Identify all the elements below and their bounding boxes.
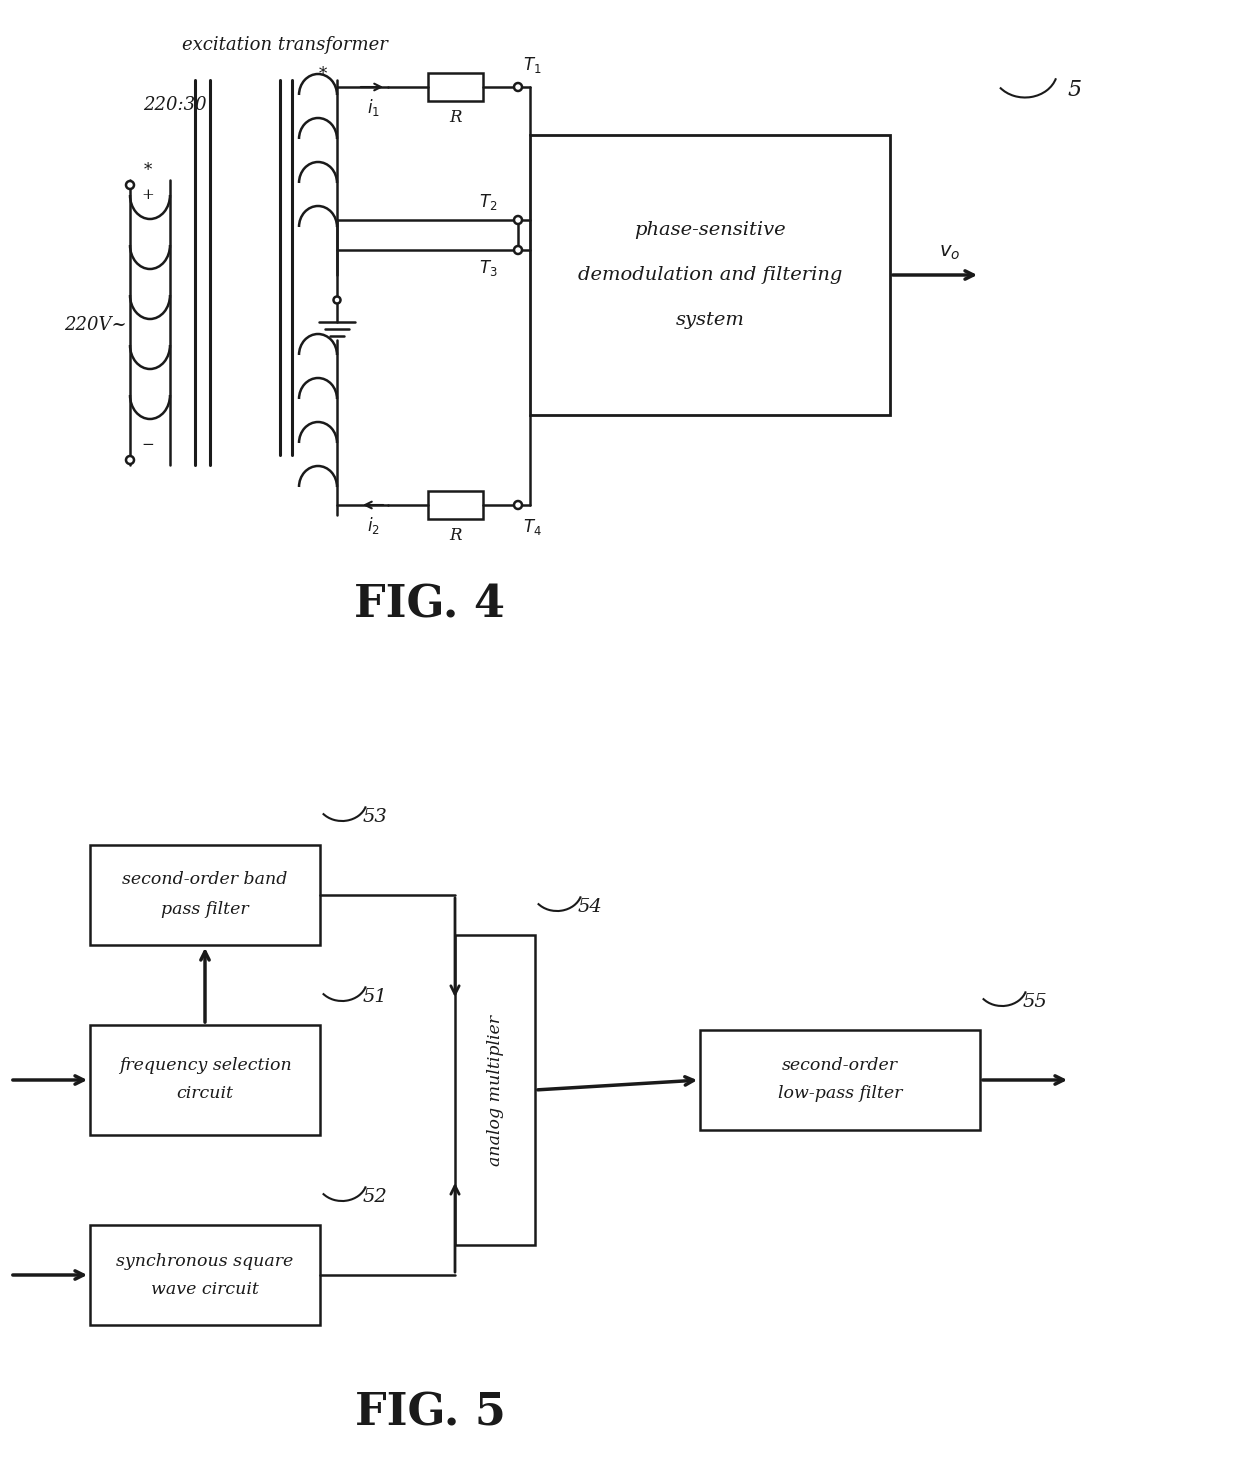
Text: $T_3$: $T_3$ <box>479 258 497 277</box>
Circle shape <box>515 246 522 254</box>
Text: demodulation and filtering: demodulation and filtering <box>578 266 842 285</box>
Text: excitation transformer: excitation transformer <box>182 35 388 55</box>
Text: +: + <box>141 187 154 202</box>
Circle shape <box>334 296 341 304</box>
Bar <box>428 491 484 519</box>
Text: circuit: circuit <box>176 1086 233 1102</box>
Text: pass filter: pass filter <box>161 901 249 919</box>
Bar <box>455 935 534 1245</box>
Text: $T_2$: $T_2$ <box>479 192 497 212</box>
Text: $v_o$: $v_o$ <box>940 243 961 263</box>
Text: FIG. 5: FIG. 5 <box>355 1391 506 1435</box>
Bar <box>428 72 484 100</box>
Text: *: * <box>144 161 153 178</box>
Text: 52: 52 <box>362 1187 387 1207</box>
Text: $i_2$: $i_2$ <box>367 515 379 535</box>
Bar <box>529 136 890 414</box>
Text: −: − <box>141 438 154 451</box>
Text: R: R <box>449 527 461 543</box>
Circle shape <box>515 502 522 509</box>
Circle shape <box>126 456 134 465</box>
Text: *: * <box>319 66 327 84</box>
Text: FIG. 4: FIG. 4 <box>355 584 506 627</box>
Text: $T_1$: $T_1$ <box>523 55 542 75</box>
Text: phase-sensitive: phase-sensitive <box>634 221 786 239</box>
Bar <box>701 1030 980 1130</box>
Text: 51: 51 <box>362 988 387 1006</box>
Text: 55: 55 <box>1023 993 1048 1010</box>
Text: second-order band: second-order band <box>123 872 288 888</box>
Text: R: R <box>449 109 461 125</box>
Circle shape <box>515 83 522 91</box>
Text: analog multiplier: analog multiplier <box>486 1015 503 1165</box>
Bar <box>91 1226 320 1325</box>
Bar <box>91 845 320 945</box>
Text: frequency selection: frequency selection <box>119 1058 291 1074</box>
Text: low-pass filter: low-pass filter <box>777 1086 903 1102</box>
Text: 5: 5 <box>1068 80 1083 100</box>
Text: system: system <box>676 311 744 329</box>
Text: wave circuit: wave circuit <box>151 1280 259 1298</box>
Circle shape <box>515 215 522 224</box>
Text: second-order: second-order <box>782 1058 898 1074</box>
Text: 220V~: 220V~ <box>63 316 126 333</box>
Bar <box>91 1025 320 1134</box>
Text: 53: 53 <box>362 808 387 826</box>
Text: 54: 54 <box>578 898 603 916</box>
Text: 220:30: 220:30 <box>143 96 207 114</box>
Text: $T_4$: $T_4$ <box>523 518 542 537</box>
Text: synchronous square: synchronous square <box>117 1252 294 1270</box>
Circle shape <box>126 181 134 189</box>
Text: $i_1$: $i_1$ <box>367 96 379 118</box>
